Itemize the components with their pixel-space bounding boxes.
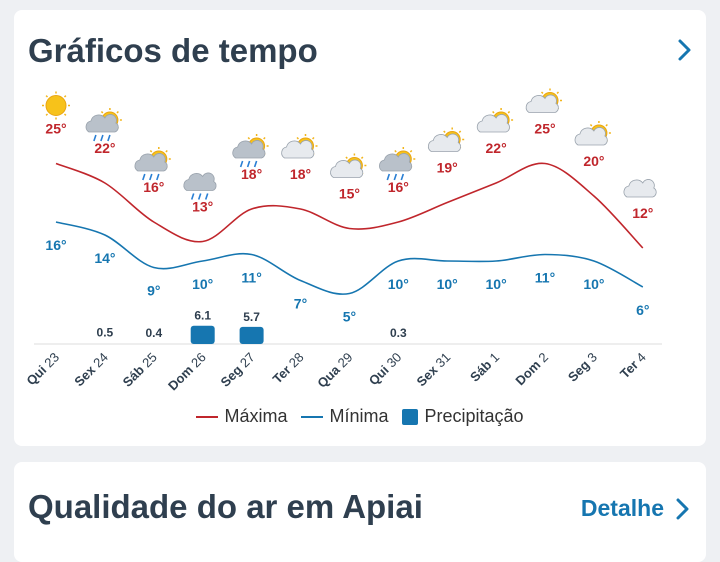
precip-label: 0.4	[145, 326, 162, 340]
min-temp-label: 5°	[343, 309, 356, 325]
max-temp-label: 22°	[486, 140, 507, 156]
legend-precip: Precipitação	[402, 406, 524, 427]
sun-cloud-rain-icon	[134, 147, 171, 181]
max-temp-line	[55, 162, 644, 249]
weather-chart: 25° 16° Qui 23 22° 14° 0.5 Sex 24 16° 9° 0.4 Sáb 2…	[23, 88, 662, 394]
legend-max-label: Máxima	[224, 406, 288, 426]
min-temp-label: 6°	[636, 302, 649, 318]
x-tick-label: Sex 31	[414, 350, 454, 390]
min-temp-label: 16°	[45, 237, 66, 253]
chart-legend: Máxima Mínima Precipitação	[14, 406, 706, 427]
min-temp-label: 11°	[535, 270, 555, 286]
x-tick-label: Dom 26	[165, 350, 209, 394]
legend-precip-label: Precipitação	[424, 406, 524, 426]
x-tick-label: Dom 2	[512, 350, 551, 389]
air-quality-card: Qualidade do ar em Apiai Detalhe	[14, 462, 706, 562]
cloud-rain-icon	[183, 172, 217, 200]
sun-cloud-icon	[427, 127, 465, 152]
min-temp-label: 7°	[294, 296, 307, 312]
x-tick-label: Seg 3	[565, 350, 600, 385]
x-tick-label: Ter 4	[617, 350, 649, 382]
sun-icon	[42, 91, 70, 120]
min-temp-label: 14°	[94, 250, 115, 266]
max-temp-label: 18°	[241, 166, 262, 182]
max-temp-label: 20°	[583, 153, 604, 169]
max-temp-label: 25°	[534, 121, 555, 137]
sun-cloud-icon	[525, 88, 562, 113]
legend-min-swatch	[301, 415, 324, 418]
x-tick-label: Sáb 25	[120, 350, 160, 390]
min-temp-label: 9°	[147, 283, 160, 299]
legend-min: Mínima	[301, 406, 388, 427]
max-temp-label: 25°	[45, 121, 66, 137]
legend-min-label: Mínima	[329, 406, 389, 426]
max-temp-label: 12°	[632, 205, 653, 221]
max-temp-label: 15°	[339, 186, 360, 202]
air-quality-title: Qualidade do ar em Apiai	[28, 488, 423, 525]
max-temp-label: 19°	[437, 160, 458, 176]
min-temp-label: 10°	[388, 276, 409, 292]
legend-max-swatch	[196, 415, 219, 418]
precip-bar	[190, 325, 215, 344]
max-temp-label: 13°	[192, 199, 213, 215]
sun-cloud-rain-icon	[85, 108, 122, 142]
chevron-right-icon[interactable]	[672, 38, 696, 62]
min-temp-label: 11°	[241, 270, 261, 286]
sun-cloud-icon	[574, 121, 611, 146]
weather-charts-title: Gráficos de tempo	[28, 32, 318, 69]
max-temp-label: 22°	[94, 140, 115, 156]
detail-link[interactable]: Detalhe	[581, 495, 694, 522]
min-temp-line	[55, 221, 644, 295]
min-temp-label: 10°	[192, 276, 213, 292]
x-tick-label: Qui 30	[366, 350, 405, 389]
max-temp-label: 16°	[143, 179, 164, 195]
sun-cloud-icon	[281, 134, 318, 159]
x-tick-label: Qua 29	[314, 350, 355, 391]
sun-cloud-rain-icon	[379, 147, 416, 181]
min-temp-label: 10°	[437, 276, 458, 292]
x-tick-label: Sáb 1	[467, 350, 502, 385]
x-tick-label: Qui 23	[23, 350, 62, 389]
min-temp-label: 10°	[486, 276, 507, 292]
x-tick-label: Seg 27	[217, 350, 257, 390]
legend-precip-swatch	[402, 408, 419, 425]
sun-cloud-rain-icon	[232, 134, 269, 168]
x-tick-label: Ter 28	[270, 350, 307, 387]
min-temp-label: 10°	[583, 276, 604, 292]
sun-cloud-icon	[330, 153, 367, 178]
legend-max: Máxima	[196, 406, 287, 427]
precip-label: 6.1	[194, 309, 211, 323]
precip-label: 0.5	[97, 326, 114, 340]
sun-cloud-icon	[476, 108, 514, 133]
precip-label: 0.3	[390, 326, 407, 340]
precip-label: 5.7	[243, 310, 260, 324]
chevron-right-icon	[676, 498, 689, 519]
precip-bar	[239, 326, 264, 344]
x-tick-label: Sex 24	[71, 350, 111, 390]
cloud-icon	[623, 179, 657, 198]
max-temp-label: 18°	[290, 166, 311, 182]
max-temp-label: 16°	[388, 179, 409, 195]
weather-charts-card: Gráficos de tempo 25° 16° Qui 23 22° 14° 0.5 S…	[14, 10, 706, 446]
detail-label: Detalhe	[580, 495, 664, 521]
